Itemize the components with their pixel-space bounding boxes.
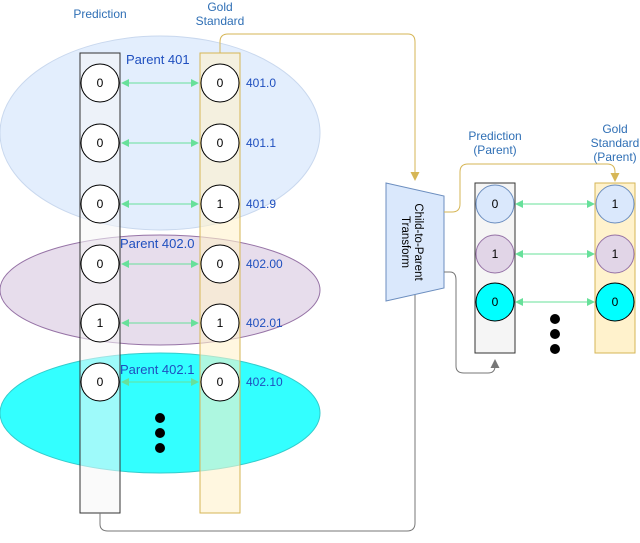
gold-parent-node-value: 1: [612, 197, 619, 211]
parent-row-402-1: 0 0: [475, 282, 635, 322]
transform-to-prediction-parent-connector: [444, 271, 500, 374]
child-to-parent-transform: [385, 182, 445, 302]
ellipsis-dots-left: [155, 413, 165, 453]
gold-parent-header-line1: Gold: [602, 122, 627, 136]
prediction-parent-header-line2: (Parent): [473, 143, 516, 157]
prediction-node-value: 1: [97, 316, 104, 330]
row-402-00: 0 0 402.00: [80, 244, 283, 284]
prediction-parent-node: [475, 282, 515, 322]
row-401-0: 0 0 401.0: [80, 63, 276, 103]
code-label: 402.01: [246, 316, 283, 330]
gold-node: [200, 244, 240, 284]
prediction-parent-node-value: 0: [492, 295, 499, 309]
gold-parent-node: [595, 234, 635, 274]
transform-label-line1: Child-to-Parent: [412, 203, 424, 281]
parent-row-401: 0 1: [475, 184, 635, 224]
prediction-parent-node: [475, 184, 515, 224]
gold-node-value: 0: [217, 76, 224, 90]
ellipsis-dots-right: [550, 314, 560, 354]
transform-label-line2: Transform: [399, 216, 411, 268]
row-401-9: 0 1 401.9: [80, 184, 276, 224]
gold-parent-node: [595, 282, 635, 322]
gold-node: [200, 362, 240, 402]
group-label-402-0: Parent 402.0: [120, 236, 194, 251]
gold-node-value: 1: [217, 197, 224, 211]
prediction-node-value: 0: [97, 257, 104, 271]
gold-to-transform-connector: [219, 33, 420, 181]
prediction-node-value: 0: [97, 76, 104, 90]
prediction-node-value: 0: [97, 197, 104, 211]
gold-parent-header-line2: Standard: [591, 136, 640, 150]
gold-parent-node: [595, 184, 635, 224]
prediction-to-transform-connector: [99, 269, 420, 532]
gold-parent-node-value: 1: [612, 247, 619, 261]
gold-header-line2: Standard: [196, 14, 245, 28]
gold-node-value: 0: [217, 375, 224, 389]
prediction-parent-node-value: 0: [492, 197, 499, 211]
code-label: 401.9: [246, 197, 276, 211]
prediction-node: [80, 362, 120, 402]
prediction-node: [80, 63, 120, 103]
gold-node-value: 0: [217, 257, 224, 271]
group-label-401: Parent 401: [126, 52, 190, 67]
row-402-10: 0 0 402.10: [80, 362, 283, 402]
prediction-parent-node-value: 1: [492, 247, 499, 261]
parent-row-402-0: 1 1: [475, 234, 635, 274]
code-label: 401.0: [246, 76, 276, 90]
gold-node: [200, 184, 240, 224]
gold-node-value: 1: [217, 316, 224, 330]
gold-node: [200, 123, 240, 163]
prediction-node: [80, 123, 120, 163]
prediction-node: [80, 303, 120, 343]
prediction-header: Prediction: [73, 7, 126, 21]
prediction-parent-header-line1: Prediction: [468, 129, 521, 143]
prediction-node: [80, 244, 120, 284]
gold-node-value: 0: [217, 136, 224, 150]
group-label-402-1: Parent 402.1: [120, 362, 194, 377]
code-label: 401.1: [246, 136, 276, 150]
transform-to-gold-parent-connector: [444, 163, 620, 213]
prediction-node: [80, 184, 120, 224]
code-label: 402.00: [246, 257, 283, 271]
code-label: 402.10: [246, 375, 283, 389]
prediction-parent-node: [475, 234, 515, 274]
prediction-node-value: 0: [97, 136, 104, 150]
gold-node: [200, 63, 240, 103]
gold-parent-header-line3: (Parent): [593, 150, 636, 164]
gold-parent-node-value: 0: [612, 295, 619, 309]
prediction-node-value: 0: [97, 375, 104, 389]
row-402-01: 1 1 402.01: [80, 303, 283, 343]
row-401-1: 0 0 401.1: [80, 123, 276, 163]
gold-node: [200, 303, 240, 343]
gold-header-line1: Gold: [207, 0, 232, 14]
